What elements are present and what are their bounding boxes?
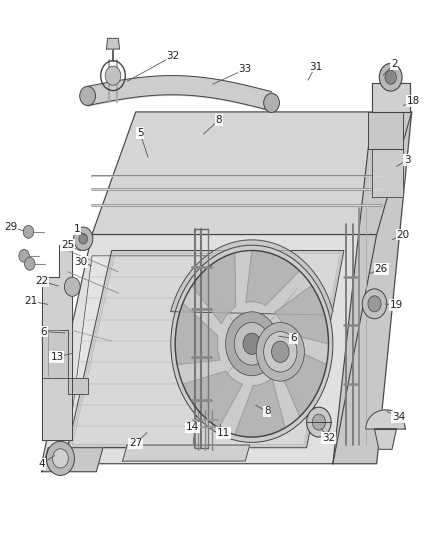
Polygon shape — [92, 112, 412, 235]
Circle shape — [19, 249, 29, 262]
Polygon shape — [171, 240, 333, 315]
Circle shape — [264, 93, 279, 112]
Circle shape — [79, 233, 88, 244]
Circle shape — [385, 70, 396, 84]
Polygon shape — [366, 410, 405, 449]
Polygon shape — [68, 256, 215, 448]
Circle shape — [46, 441, 74, 475]
Circle shape — [312, 414, 325, 430]
Polygon shape — [42, 245, 72, 440]
Text: 3: 3 — [404, 155, 411, 165]
Text: 25: 25 — [61, 240, 74, 250]
Text: 6: 6 — [40, 327, 47, 336]
Text: 8: 8 — [264, 407, 271, 416]
Text: 21: 21 — [24, 296, 37, 306]
Polygon shape — [333, 112, 412, 464]
Text: 4: 4 — [38, 459, 45, 469]
Text: 14: 14 — [186, 423, 199, 432]
Circle shape — [264, 332, 297, 372]
Circle shape — [234, 322, 269, 365]
Text: 6: 6 — [290, 334, 297, 343]
Text: 2: 2 — [391, 59, 398, 69]
Circle shape — [256, 322, 304, 381]
Polygon shape — [275, 286, 328, 344]
Polygon shape — [106, 38, 120, 49]
Circle shape — [80, 86, 95, 106]
Text: 33: 33 — [239, 64, 252, 74]
Circle shape — [74, 227, 93, 251]
Text: 1: 1 — [73, 224, 80, 234]
Circle shape — [23, 225, 34, 238]
Text: 34: 34 — [392, 412, 405, 422]
Circle shape — [171, 245, 333, 442]
Text: 32: 32 — [166, 51, 180, 61]
Text: 5: 5 — [137, 128, 144, 138]
Circle shape — [379, 63, 402, 91]
Text: 8: 8 — [215, 115, 223, 125]
Polygon shape — [279, 346, 327, 417]
Polygon shape — [192, 253, 236, 324]
Text: 11: 11 — [217, 428, 230, 438]
Text: 26: 26 — [374, 264, 388, 274]
Polygon shape — [123, 445, 250, 461]
Circle shape — [25, 257, 35, 270]
Text: 22: 22 — [35, 277, 48, 286]
Polygon shape — [235, 378, 285, 437]
Circle shape — [53, 449, 68, 468]
Polygon shape — [372, 83, 410, 112]
Polygon shape — [42, 330, 88, 394]
Polygon shape — [246, 251, 300, 305]
Polygon shape — [42, 448, 103, 472]
Text: 29: 29 — [4, 222, 18, 231]
Circle shape — [226, 312, 278, 376]
Text: 27: 27 — [129, 439, 142, 448]
Text: 30: 30 — [74, 257, 88, 267]
Circle shape — [368, 296, 381, 312]
Circle shape — [362, 289, 387, 319]
Polygon shape — [175, 303, 220, 365]
Text: 31: 31 — [309, 62, 322, 71]
Text: 18: 18 — [407, 96, 420, 106]
Polygon shape — [368, 112, 403, 149]
Text: 20: 20 — [396, 230, 410, 239]
Polygon shape — [68, 251, 344, 448]
Text: 19: 19 — [390, 300, 403, 310]
Polygon shape — [42, 235, 377, 464]
Circle shape — [64, 277, 80, 296]
Circle shape — [307, 407, 331, 437]
Circle shape — [272, 341, 289, 362]
Polygon shape — [372, 149, 403, 197]
Circle shape — [243, 333, 261, 354]
Text: 13: 13 — [50, 352, 64, 362]
Circle shape — [105, 66, 121, 85]
Text: 32: 32 — [322, 433, 335, 443]
Polygon shape — [183, 371, 243, 428]
